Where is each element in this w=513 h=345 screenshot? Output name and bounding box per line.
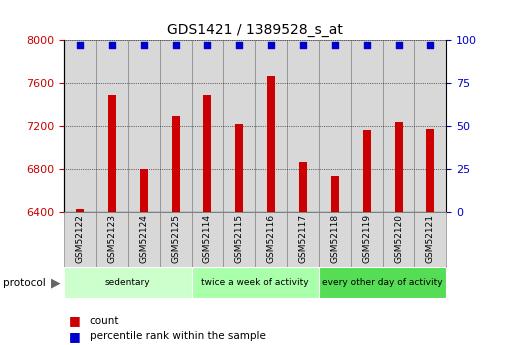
Text: GSM52115: GSM52115	[235, 214, 244, 263]
Point	[171, 42, 180, 48]
Bar	[128, 40, 160, 212]
FancyBboxPatch shape	[287, 212, 319, 267]
Bar	[415, 40, 446, 212]
Bar	[394, 121, 403, 212]
Bar	[383, 40, 415, 212]
FancyBboxPatch shape	[415, 212, 446, 267]
Bar	[140, 169, 148, 212]
FancyBboxPatch shape	[351, 212, 383, 267]
Text: GSM52114: GSM52114	[203, 214, 212, 263]
FancyBboxPatch shape	[128, 212, 160, 267]
Bar	[64, 40, 96, 212]
Bar	[235, 124, 243, 212]
Bar	[319, 40, 351, 212]
Bar	[299, 161, 307, 212]
FancyBboxPatch shape	[191, 212, 223, 267]
FancyBboxPatch shape	[223, 212, 255, 267]
Text: sedentary: sedentary	[105, 278, 151, 287]
Bar	[351, 40, 383, 212]
FancyBboxPatch shape	[64, 267, 191, 298]
Bar	[108, 95, 116, 212]
FancyBboxPatch shape	[64, 212, 96, 267]
Bar	[255, 40, 287, 212]
Text: every other day of activity: every other day of activity	[322, 278, 443, 287]
Bar	[287, 40, 319, 212]
Point	[108, 42, 116, 48]
Bar	[76, 209, 84, 212]
FancyBboxPatch shape	[96, 212, 128, 267]
Point	[140, 42, 148, 48]
Bar	[267, 76, 275, 212]
Point	[394, 42, 403, 48]
Bar	[426, 129, 435, 212]
Text: percentile rank within the sample: percentile rank within the sample	[90, 332, 266, 341]
Point	[235, 42, 243, 48]
Text: GSM52120: GSM52120	[394, 214, 403, 263]
Text: ■: ■	[69, 330, 81, 343]
Text: GSM52124: GSM52124	[139, 214, 148, 263]
Text: GSM52119: GSM52119	[362, 214, 371, 263]
Text: protocol: protocol	[3, 278, 45, 288]
FancyBboxPatch shape	[383, 212, 415, 267]
Bar	[172, 116, 180, 212]
FancyBboxPatch shape	[255, 212, 287, 267]
Text: GSM52116: GSM52116	[267, 214, 275, 263]
Point	[299, 42, 307, 48]
Bar	[363, 130, 371, 212]
Point	[76, 42, 84, 48]
Text: GSM52121: GSM52121	[426, 214, 435, 263]
Bar	[204, 95, 211, 212]
FancyBboxPatch shape	[319, 267, 446, 298]
FancyBboxPatch shape	[191, 267, 319, 298]
Point	[363, 42, 371, 48]
Title: GDS1421 / 1389528_s_at: GDS1421 / 1389528_s_at	[167, 23, 343, 37]
Point	[267, 42, 275, 48]
Bar	[331, 176, 339, 212]
Bar	[96, 40, 128, 212]
Point	[426, 42, 435, 48]
Text: count: count	[90, 316, 120, 326]
Text: GSM52117: GSM52117	[299, 214, 307, 263]
Bar	[223, 40, 255, 212]
Text: GSM52122: GSM52122	[75, 214, 85, 263]
Point	[203, 42, 211, 48]
Bar	[160, 40, 191, 212]
FancyBboxPatch shape	[319, 212, 351, 267]
Text: GSM52118: GSM52118	[330, 214, 339, 263]
Text: GSM52125: GSM52125	[171, 214, 180, 263]
Point	[331, 42, 339, 48]
Text: ▶: ▶	[51, 276, 61, 289]
Text: GSM52123: GSM52123	[107, 214, 116, 263]
Text: ■: ■	[69, 314, 81, 327]
Text: twice a week of activity: twice a week of activity	[202, 278, 309, 287]
FancyBboxPatch shape	[160, 212, 191, 267]
Bar	[191, 40, 223, 212]
